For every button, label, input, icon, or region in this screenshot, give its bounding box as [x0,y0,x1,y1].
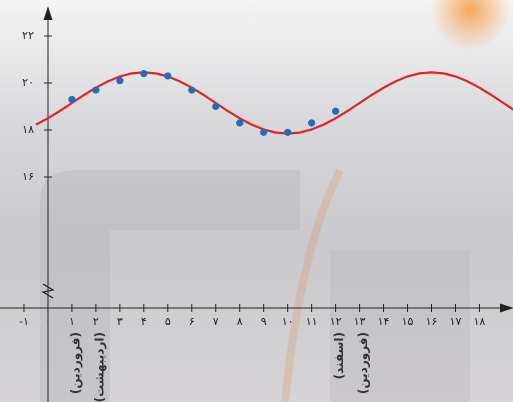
data-point [92,86,99,93]
x-tick-label: ۱۸ [474,315,486,328]
y-tick-label: ۲۲ [22,29,34,42]
month-label: (فروردین) [68,332,83,394]
x-tick-label: ۵ [165,315,171,328]
x-tick-label: ۲ [93,315,99,328]
data-point [68,96,75,103]
x-tick-label: ۴ [141,315,147,328]
x-tick-label: ۱۲ [330,315,342,328]
month-label: (اسفند) [332,332,346,379]
data-point [212,103,219,110]
x-tick-label: ۱۷ [450,315,462,328]
x-tick-label: -۱ [19,315,29,328]
x-tick-label: ۱۳ [354,315,366,328]
x-tick-label: ۱۶ [426,315,438,328]
x-tick-label: ۱۵ [402,315,414,328]
x-tick-label: ۳ [117,315,123,328]
data-point [140,70,147,77]
data-point [284,129,291,136]
chart: -۱۰۱۲۳۴۵۶۷۸۹۱۰۱۱۱۲۱۳۱۴۱۵۱۶۱۷۱۸۱۶۱۸۲۰۲۲(ف… [0,0,513,402]
data-point [116,77,123,84]
x-tick-label: ۱۰ [282,315,294,328]
x-tick-label: ۱۴ [378,315,390,328]
data-point [260,129,267,136]
x-tick-label: ۱ [69,315,75,328]
y-tick-label: ۱۶ [22,170,34,183]
x-tick-label: ۱۱ [306,315,318,328]
month-label: (اردیبهشت) [92,332,106,402]
month-label: (فروردین) [356,332,371,394]
x-tick-label: ۶ [189,315,195,328]
data-point [164,72,171,79]
y-tick-label: ۲۰ [22,76,34,89]
y-tick-label: ۱۸ [22,123,34,136]
x-tick-label: ۷ [213,315,219,328]
data-point [236,119,243,126]
data-point [308,119,315,126]
x-tick-label: ۸ [237,315,243,328]
data-point [188,86,195,93]
x-tick-label: ۹ [261,315,267,328]
data-point [332,108,339,115]
x-tick-label: ۰ [45,315,51,328]
